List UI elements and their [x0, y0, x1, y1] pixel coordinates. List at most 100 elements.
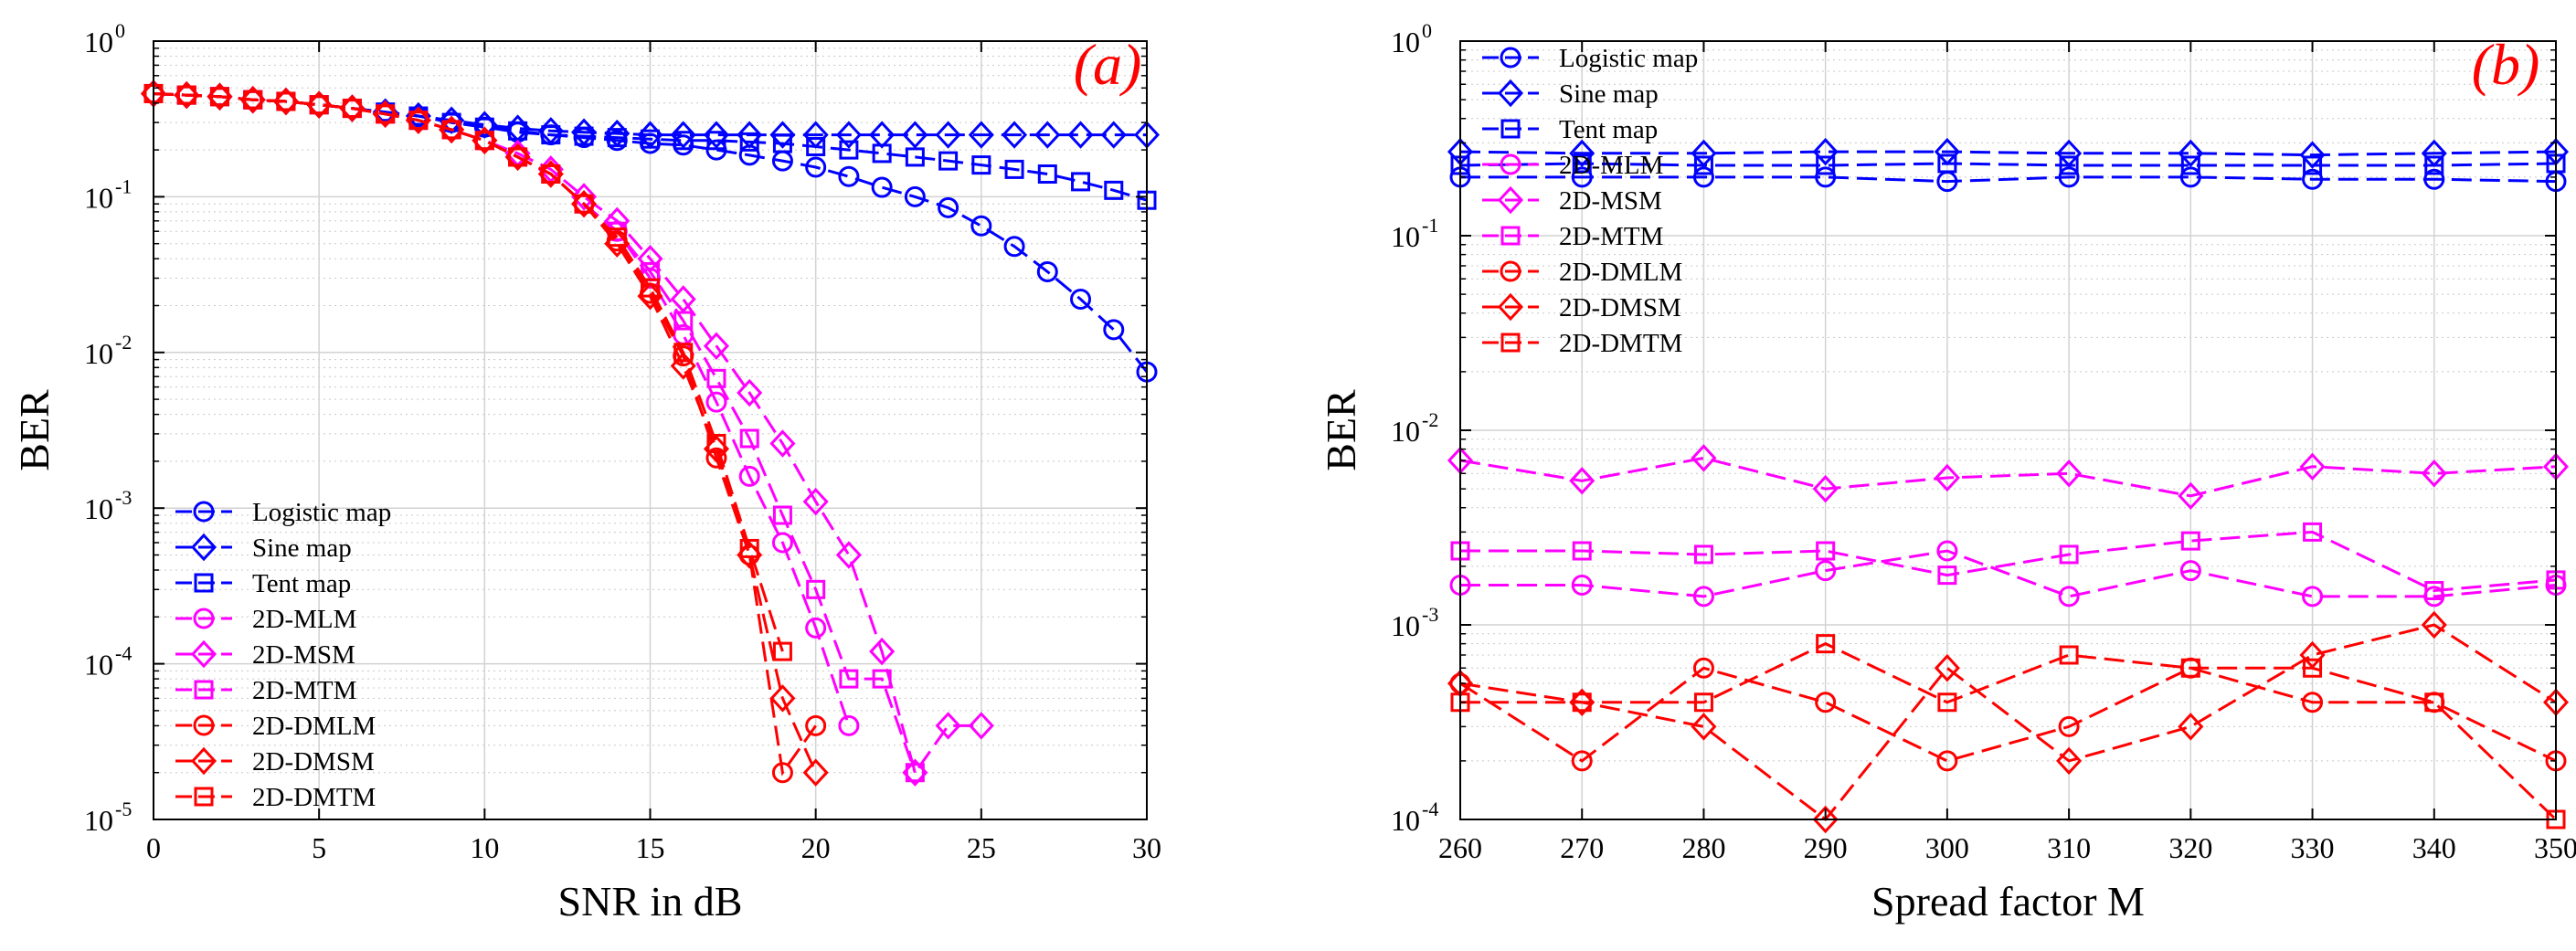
data-point [706, 368, 726, 388]
data-point [541, 125, 561, 145]
data-point [2302, 168, 2324, 190]
y-tick-exponent: -2 [115, 331, 132, 354]
data-point [1034, 121, 1061, 149]
x-tick-label: 0 [146, 831, 161, 864]
legend-entry: Logistic map [252, 498, 391, 527]
data-point [905, 763, 925, 783]
data-point [574, 194, 594, 214]
data-point [670, 121, 696, 149]
y-tick-base: 10 [84, 337, 113, 370]
data-point [1934, 463, 1960, 492]
data-point [737, 121, 763, 149]
series-logistic-map [1449, 166, 2567, 193]
y-tick-label: 10 [1391, 609, 1420, 642]
data-point [2179, 560, 2201, 582]
data-point [673, 311, 694, 331]
data-point [1571, 750, 1593, 772]
data-point [2303, 155, 2323, 175]
legend-swatch-marker [1497, 292, 1524, 322]
y-tick-label: 10 [84, 492, 113, 525]
legend-entry: 2D-DMTM [1559, 329, 1682, 358]
data-point [2056, 460, 2083, 488]
data-point [771, 762, 793, 784]
data-point [904, 185, 926, 207]
data-point [739, 538, 759, 558]
legend-entry: 2D-DMSM [1559, 293, 1681, 322]
data-point [1691, 713, 1717, 741]
x-axis-label: SNR in dB [558, 878, 743, 925]
data-point [2058, 166, 2080, 188]
legend: Logistic map Sine map Tent map 2D-MLM 2D-MSM… [1482, 44, 1698, 358]
legend-swatch-marker [1500, 260, 1521, 282]
legend-swatch-marker [1500, 153, 1521, 175]
data-point [838, 165, 860, 187]
x-tick-label: 310 [2047, 831, 2091, 864]
legend-swatch-marker [190, 746, 217, 776]
data-point [441, 120, 461, 140]
series-2d-dmtm [143, 83, 792, 661]
data-point [902, 121, 928, 149]
data-point [1816, 541, 1836, 561]
y-tick-label: 10 [1391, 415, 1420, 448]
x-tick-label: 5 [312, 831, 326, 864]
y-tick-exponent: -4 [115, 642, 132, 665]
data-point [1934, 654, 1960, 682]
data-point [2058, 715, 2080, 737]
legend-swatch-marker [194, 573, 214, 593]
legend-entry: 2D-MLM [1559, 151, 1663, 180]
legend-swatch-marker [1500, 226, 1521, 246]
legend-swatch-marker [1500, 333, 1521, 353]
data-point [570, 183, 598, 211]
legend-entry: 2D-DMSM [252, 747, 375, 777]
x-tick-label: 340 [2412, 831, 2456, 864]
data-point [1070, 288, 1092, 310]
y-tick-exponent: -3 [1422, 603, 1438, 626]
y-tick-label: 10 [1391, 220, 1420, 253]
data-point [835, 541, 862, 569]
data-point [2302, 586, 2324, 608]
x-tick-label: 10 [470, 831, 499, 864]
data-point [474, 117, 494, 137]
series-line [1459, 162, 2557, 167]
x-tick-label: 330 [2291, 831, 2335, 864]
data-point [243, 90, 263, 110]
data-point [1571, 166, 1593, 188]
series-line [153, 92, 981, 777]
data-point [738, 465, 760, 487]
data-point [1937, 692, 1957, 713]
x-tick-label: 290 [1804, 831, 1848, 864]
data-point [739, 132, 759, 152]
y-tick-label: 10 [1391, 26, 1420, 58]
data-point [869, 121, 896, 149]
data-point [705, 447, 727, 469]
data-point [2302, 692, 2324, 713]
data-point [839, 669, 859, 689]
y-tick-exponent: -1 [1422, 214, 1438, 237]
y-tick-base: 10 [84, 26, 113, 58]
data-point [2424, 580, 2444, 600]
legend-swatch-marker [190, 533, 217, 562]
data-point [769, 684, 796, 713]
data-point [574, 126, 594, 146]
data-point [872, 669, 892, 689]
y-tick-exponent: -3 [115, 486, 132, 509]
y-tick-label: 10 [84, 337, 113, 370]
data-point [805, 156, 827, 178]
y-tick-exponent: -2 [1422, 408, 1438, 431]
legend-entry: Sine map [1559, 79, 1659, 109]
y-tick-exponent: -5 [115, 798, 132, 820]
data-point [706, 433, 726, 453]
y-tick-base: 10 [1391, 609, 1420, 642]
y-tick-label: 10 [84, 649, 113, 682]
data-point [838, 714, 860, 736]
legend-entry: Logistic map [1559, 44, 1698, 73]
x-tick-label: 30 [1132, 831, 1161, 864]
data-point [2059, 544, 2079, 565]
y-tick-base: 10 [84, 804, 113, 837]
data-point [769, 121, 796, 149]
data-point [968, 712, 994, 740]
series-line [1460, 641, 2558, 821]
data-point [1572, 541, 1592, 561]
data-point [2058, 586, 2080, 608]
series-line [1460, 175, 2557, 184]
